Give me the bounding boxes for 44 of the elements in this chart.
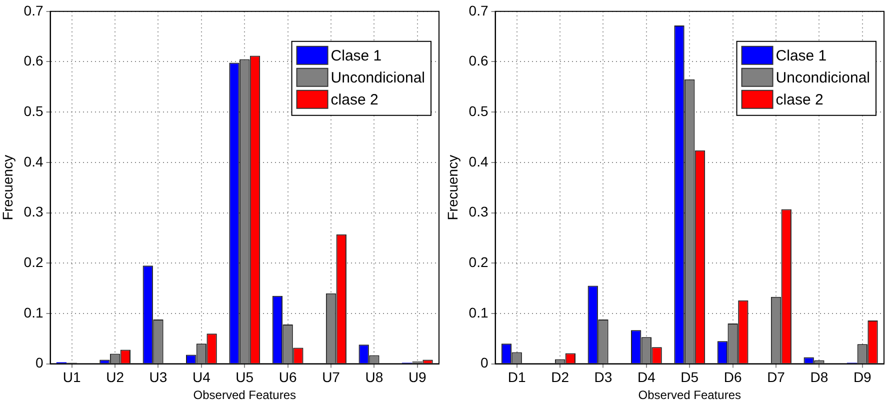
legend-label: Clase 1 [330, 48, 382, 65]
y-axis-title: Frecuency [444, 154, 460, 220]
y-tick-label: 0.2 [24, 254, 44, 270]
y-tick-label: 0.7 [24, 2, 44, 18]
y-axis-title: Frecuency [0, 154, 16, 220]
x-tick-label: D1 [508, 369, 526, 386]
y-tick-label: 0.1 [468, 304, 488, 320]
x-tick-label: U3 [149, 369, 168, 386]
legend-label: clase 2 [330, 92, 378, 109]
x-tick-label: D5 [680, 369, 699, 386]
x-tick-label: U9 [408, 369, 427, 386]
y-tick-label: 0.4 [468, 153, 488, 170]
x-tick-label: U5 [236, 369, 254, 386]
y-tick-label: 0.5 [468, 102, 488, 119]
x-tick-label: U7 [322, 369, 340, 386]
y-tick-label: 0.2 [468, 254, 488, 270]
y-tick-label: 0.3 [468, 204, 488, 220]
x-tick-label: D7 [767, 369, 786, 386]
y-tick-label: 0.6 [24, 52, 44, 69]
x-axis-title: Observed Features [638, 388, 741, 402]
y-tick-label: 0.5 [24, 102, 44, 119]
x-axis-title: Observed Features [193, 388, 296, 402]
legend-label: Uncondicional [776, 70, 870, 87]
x-tick-label: U8 [365, 369, 384, 386]
x-tick-label: U4 [192, 369, 211, 386]
y-tick-label: 0 [35, 354, 44, 371]
y-tick-label: 0 [480, 354, 488, 371]
y-tick-label: 0.1 [24, 304, 44, 320]
x-tick-label: D9 [853, 369, 872, 386]
x-tick-label: D8 [810, 369, 828, 386]
legend-label: clase 2 [776, 92, 824, 109]
x-tick-label: U1 [62, 369, 82, 386]
x-tick-label: D3 [594, 369, 612, 386]
legend-label: Clase 1 [776, 48, 827, 65]
x-tick-label: D6 [724, 369, 742, 386]
legend-label: Uncondicional [330, 70, 426, 87]
x-tick-label: D4 [637, 369, 656, 386]
y-tick-label: 0.3 [24, 204, 44, 220]
y-tick-label: 0.7 [468, 2, 488, 18]
x-tick-label: U6 [278, 369, 297, 386]
x-tick-label: U2 [106, 369, 124, 386]
y-tick-label: 0.4 [24, 153, 44, 170]
y-tick-label: 0.6 [468, 52, 488, 69]
x-tick-label: D2 [551, 369, 570, 386]
